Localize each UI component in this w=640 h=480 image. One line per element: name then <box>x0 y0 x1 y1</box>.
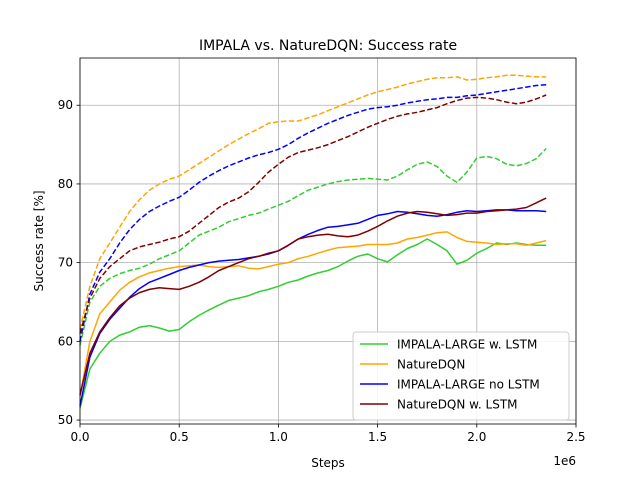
y-tick-label: 50 <box>58 413 73 427</box>
y-tick-label: 90 <box>58 98 73 112</box>
legend-entry-label: IMPALA-LARGE no LSTM <box>397 378 540 392</box>
grid <box>79 58 577 424</box>
series-line-naturedqn-solid <box>79 231 547 397</box>
series-line-impala-large-w-lstm-dashed <box>79 147 547 346</box>
x-tick-label: 0.5 <box>170 430 189 444</box>
series-line-impala-large-no-lstm-solid <box>79 209 547 407</box>
series-line-naturedqn-w-lstm-dashed <box>79 94 547 334</box>
x-tick-label: 2.5 <box>566 430 585 444</box>
y-axis-label: Success rate [%] <box>32 190 46 291</box>
y-tick-label: 80 <box>58 177 73 191</box>
legend-entry-label: IMPALA-LARGE w. LSTM <box>397 338 537 352</box>
y-tick-label: 60 <box>58 334 73 348</box>
legend: IMPALA-LARGE w. LSTM NatureDQN IMPALA-LARG… <box>352 331 570 421</box>
legend-entry-label: NatureDQN <box>397 358 465 372</box>
x-axis-label: Steps <box>311 456 345 470</box>
x-axis-multiplier: 1e6 <box>553 454 576 468</box>
series-line-impala-large-no-lstm-dashed <box>79 84 547 342</box>
x-tick-label: 1.5 <box>368 430 387 444</box>
series-line-naturedqn-dashed <box>79 74 547 330</box>
x-tick-label: 0.0 <box>70 430 89 444</box>
legend-entry-label: NatureDQN w. LSTM <box>397 398 518 412</box>
y-tick-label: 70 <box>58 256 73 270</box>
x-tick-label: 1.0 <box>269 430 288 444</box>
legend-box <box>352 331 570 421</box>
x-tick-label: 2.0 <box>467 430 486 444</box>
series-line-impala-large-w-lstm-solid <box>79 238 547 409</box>
chart-title: IMPALA vs. NatureDQN: Success rate <box>199 38 457 54</box>
axis-ticks: 0.0 0.5 1.0 1.5 2.0 2.5 50 60 70 80 90 <box>58 98 586 444</box>
series-lines <box>79 74 547 409</box>
plot-frame <box>79 57 577 425</box>
series-line-naturedqn-w-lstm-solid <box>79 197 547 396</box>
